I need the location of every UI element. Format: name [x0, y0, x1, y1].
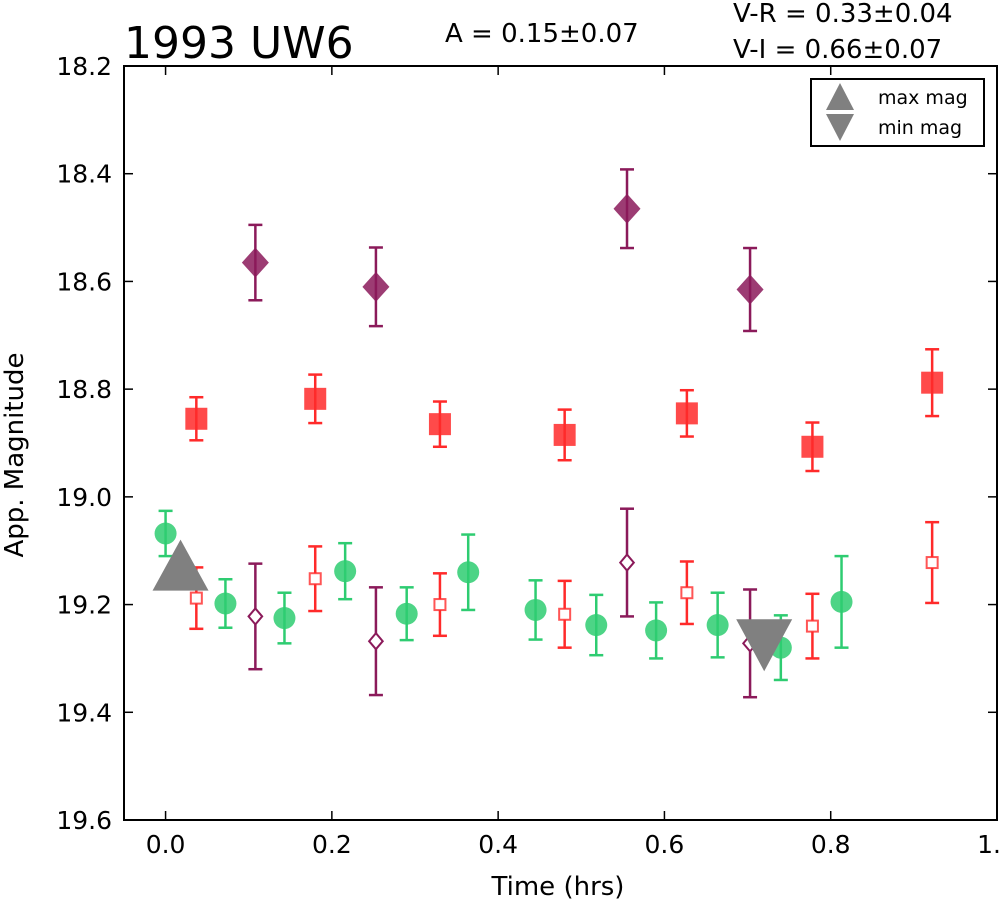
- data-point: [273, 591, 296, 645]
- square-marker: [921, 371, 944, 394]
- y-tick-label: 19.6: [56, 806, 112, 835]
- data-point: [362, 246, 390, 328]
- circle-marker: [645, 619, 668, 642]
- circle-marker: [334, 560, 357, 583]
- axes: 0.0 0.2 0.4 0.6 0.8 1.0 18.2 18.4 18.6 18.8 19.0 19…: [56, 52, 1000, 859]
- data-point: [457, 533, 480, 612]
- data-point: [395, 586, 418, 642]
- data-point: [154, 509, 177, 558]
- data-point: [214, 578, 237, 629]
- data-point: [921, 348, 944, 418]
- data-point: [679, 560, 694, 626]
- y-tick-label: 18.8: [56, 375, 112, 404]
- circle-marker: [273, 607, 296, 630]
- data-point: [706, 591, 729, 659]
- legend-min-mag-icon: [826, 114, 854, 141]
- square-marker: [428, 413, 451, 436]
- open-diamond-marker: [247, 606, 264, 626]
- color-label-vi: V-I = 0.66±0.07: [733, 35, 942, 65]
- circle-marker: [585, 614, 608, 637]
- x-tick-label: 0.4: [478, 830, 518, 859]
- data-point: [524, 579, 547, 641]
- plot-frame: [123, 65, 998, 821]
- x-tick-label: 0.6: [645, 830, 685, 859]
- data-point: [801, 421, 824, 473]
- plot-area: [152, 168, 944, 699]
- y-axis-label: App. Magnitude: [0, 352, 30, 557]
- data-point: [428, 400, 451, 449]
- legend: max mag min mag: [810, 78, 985, 147]
- square-marker: [553, 423, 576, 446]
- open-square-marker: [189, 591, 203, 605]
- open-square-marker: [308, 572, 322, 586]
- data-point: [830, 554, 853, 649]
- max-mag-marker: [152, 539, 209, 591]
- circle-marker: [395, 602, 418, 625]
- square-marker: [675, 402, 698, 425]
- y-tick-label: 19.2: [56, 591, 112, 620]
- data-point: [308, 545, 323, 613]
- data-point: [645, 601, 668, 660]
- data-point: [304, 373, 327, 425]
- data-point: [553, 408, 576, 462]
- chart-title: 1993 UW6: [124, 18, 354, 69]
- diamond-marker: [736, 274, 764, 305]
- diamond-marker: [362, 271, 390, 302]
- data-point: [247, 562, 264, 671]
- amplitude-label: A = 0.15±0.07: [445, 19, 639, 49]
- data-point: [585, 593, 608, 657]
- data-point: [185, 395, 208, 442]
- data-point: [618, 507, 636, 618]
- open-square-marker: [925, 556, 939, 570]
- legend-max-mag-icon: [826, 83, 854, 110]
- y-tick-label: 18.2: [56, 52, 112, 81]
- circle-marker: [457, 561, 480, 584]
- data-point: [367, 586, 385, 697]
- data-point: [557, 579, 572, 649]
- open-square-marker: [805, 619, 819, 633]
- x-tick-label: 0.0: [146, 830, 186, 859]
- data-point: [675, 388, 698, 438]
- data-point: [805, 592, 820, 660]
- x-tick-label: 0.2: [312, 830, 352, 859]
- legend-label-min-mag: min mag: [878, 117, 962, 139]
- x-tick-label: 1.0: [977, 830, 1000, 859]
- circle-marker: [154, 522, 177, 545]
- y-tick-label: 19.4: [56, 698, 112, 727]
- y-tick-label: 18.6: [56, 267, 112, 296]
- x-axis-label: Time (hrs): [491, 872, 625, 900]
- square-marker: [185, 407, 208, 430]
- square-marker: [801, 435, 824, 458]
- data-point: [241, 223, 269, 302]
- square-marker: [304, 387, 327, 410]
- circle-marker: [524, 598, 547, 621]
- data-point: [736, 246, 764, 333]
- open-diamond-marker: [618, 553, 636, 573]
- open-square-marker: [433, 598, 447, 612]
- y-tick-label: 19.0: [56, 483, 112, 512]
- circle-marker: [706, 614, 729, 637]
- data-point: [925, 520, 940, 605]
- color-label-vr: V-R = 0.33±0.04: [733, 0, 953, 29]
- min-mag-marker: [736, 619, 793, 672]
- data-point: [334, 541, 357, 601]
- circle-marker: [830, 590, 853, 613]
- open-diamond-marker: [367, 631, 385, 651]
- data-point: [613, 168, 641, 250]
- diamond-marker: [241, 247, 269, 278]
- y-tick-label: 18.4: [56, 160, 112, 189]
- circle-marker: [214, 592, 237, 615]
- diamond-marker: [613, 193, 641, 224]
- x-tick-label: 0.8: [811, 830, 851, 859]
- open-square-marker: [558, 607, 572, 621]
- data-point: [432, 572, 447, 638]
- legend-label-max-mag: max mag: [878, 87, 968, 109]
- open-square-marker: [680, 586, 694, 600]
